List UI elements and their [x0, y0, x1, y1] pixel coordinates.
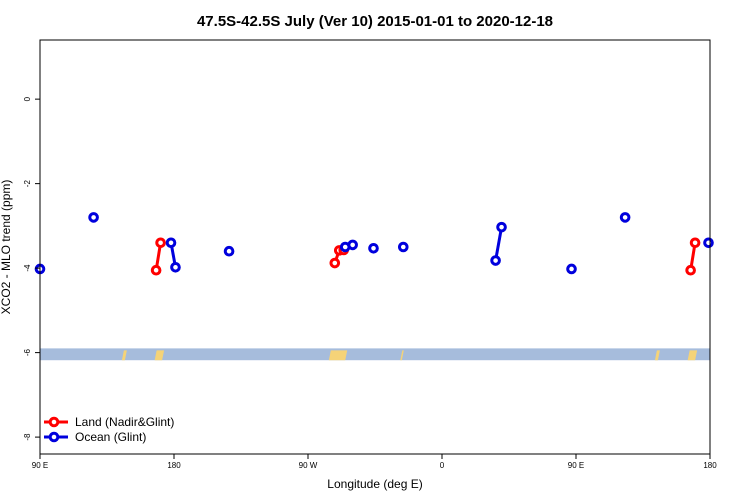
- data-point: [703, 237, 714, 249]
- y-tick-label: -4: [23, 264, 32, 272]
- x-axis-ticks: 90 E 180 90 W 0 90 E 180: [32, 454, 717, 470]
- legend-label: Ocean (Glint): [75, 430, 146, 444]
- land-mark: [328, 350, 348, 361]
- series-land: [150, 237, 701, 276]
- x-tick-label: 90 W: [299, 461, 318, 470]
- series-line: [494, 226, 504, 261]
- land-mark: [154, 350, 165, 361]
- data-point: [329, 257, 341, 269]
- land-mark: [121, 350, 127, 361]
- x-axis-label: Longitude (deg E): [327, 477, 422, 491]
- series-ocean: [34, 212, 714, 275]
- data-point: [170, 261, 181, 273]
- legend-marker: [48, 431, 60, 443]
- data-point: [150, 264, 162, 276]
- data-point: [88, 212, 99, 223]
- x-tick-label: 180: [703, 461, 717, 470]
- series-layer: [34, 212, 714, 276]
- data-point: [490, 255, 501, 266]
- land-mark: [654, 350, 660, 361]
- data-point: [689, 237, 701, 249]
- data-point: [347, 239, 358, 251]
- data-point: [368, 242, 379, 254]
- data-point: [566, 263, 577, 275]
- y-tick-label: -8: [23, 433, 32, 441]
- x-tick-label: 180: [167, 461, 181, 470]
- data-point: [397, 241, 409, 253]
- ocean-band: [40, 348, 710, 361]
- y-axis-label: XCO2 - MLO trend (ppm): [0, 180, 13, 315]
- x-tick-label: 0: [440, 461, 445, 470]
- land-ocean-band: [40, 348, 710, 361]
- data-point: [155, 237, 166, 249]
- legend: Land (Nadir&Glint)Ocean (Glint): [44, 415, 174, 444]
- land-mark: [400, 350, 404, 361]
- y-axis-ticks: 0 -2 -4 -6 -8: [23, 96, 40, 441]
- land-mark: [687, 350, 698, 361]
- data-point: [223, 245, 235, 257]
- legend-label: Land (Nadir&Glint): [75, 415, 174, 429]
- data-point: [165, 237, 177, 249]
- chart-title: 47.5S-42.5S July (Ver 10) 2015-01-01 to …: [197, 13, 553, 30]
- plot-frame: [39, 39, 711, 455]
- y-tick-label: 0: [23, 96, 32, 101]
- x-tick-label: 90 E: [568, 461, 584, 470]
- legend-marker: [48, 416, 60, 428]
- data-point: [496, 221, 507, 233]
- x-tick-label: 90 E: [32, 461, 48, 470]
- y-tick-label: -6: [23, 349, 32, 357]
- y-tick-label: -2: [23, 180, 32, 188]
- data-point: [619, 212, 631, 223]
- data-point: [685, 264, 696, 276]
